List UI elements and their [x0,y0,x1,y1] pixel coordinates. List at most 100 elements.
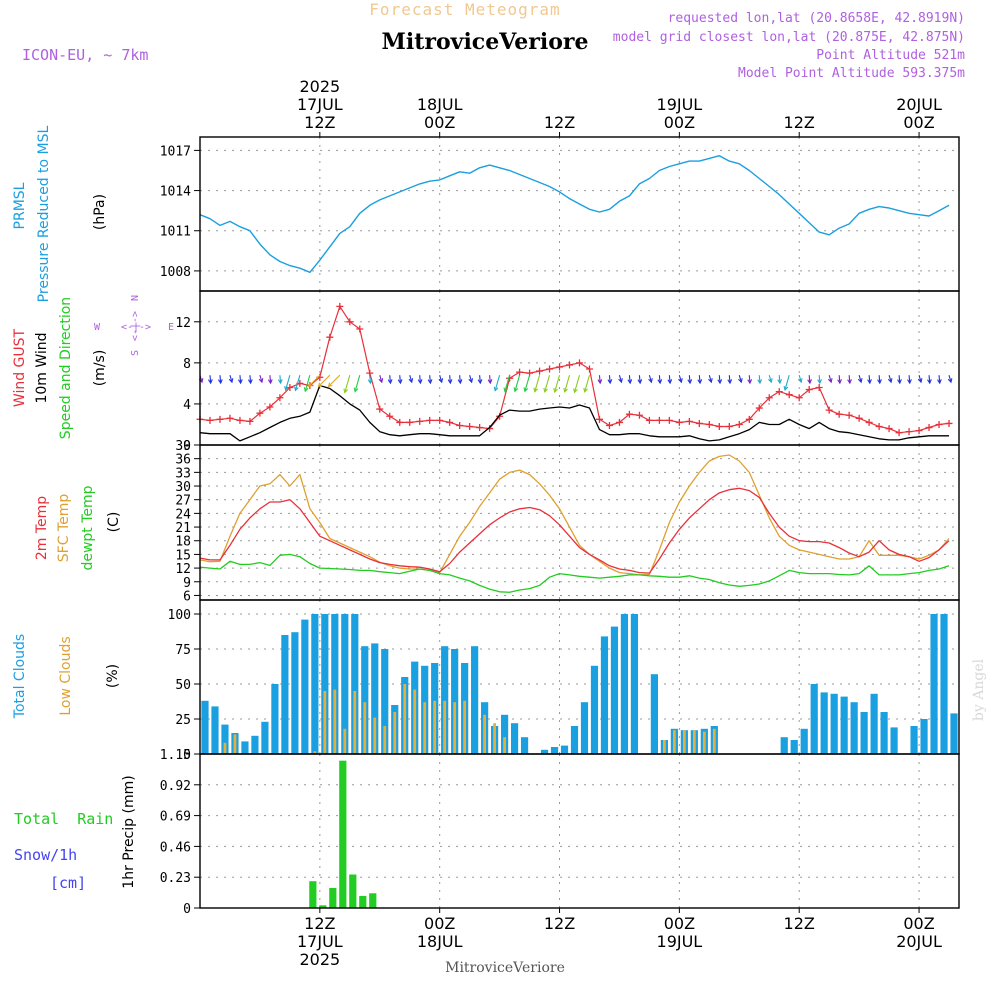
low-cloud-bar [672,730,676,754]
wind-arrowhead [867,379,872,385]
gust-marker [915,427,923,435]
gust-line [199,305,950,434]
wind-arrowhead [397,379,403,385]
time-label: 17JUL [297,95,343,114]
wind-arrow [888,375,892,383]
time-label: 20JUL [896,95,942,114]
wind-arrow [409,375,413,383]
wind-arrow [878,375,881,384]
wind-arrow [738,375,742,383]
gust-marker [905,428,913,436]
wind-arrow [439,375,443,383]
y-tick-label: 1008 [160,265,191,280]
y-tick-label: 0.46 [160,840,191,855]
total-cloud-bar [790,740,798,754]
gust-marker [486,425,494,433]
total-cloud-bar [501,714,509,754]
wind-arrow [229,375,233,383]
low-cloud-bar [433,700,437,754]
low-cloud-bar [483,714,487,754]
y-tick-label: 18 [175,535,191,550]
time-label: 12Z [544,113,575,132]
wind-arrow [698,375,701,384]
gust-marker [246,417,254,425]
wind-arrow [668,375,671,384]
faded-title: Forecast Meteogram [369,0,560,19]
t2m-line [199,487,950,574]
gust-marker [655,416,663,424]
wind-arrowhead [417,379,423,385]
low-cloud-bar [712,728,716,754]
gust-marker [665,416,673,424]
wind-arrow [598,375,601,384]
total-cloud-bar [590,665,599,754]
wind-arrow [928,375,931,384]
wind-arrowhead [533,387,539,393]
wind-arrow [369,375,372,384]
wind-arrow [479,375,481,384]
wind-arrow [209,375,212,384]
wind-arrow [658,375,661,384]
wind-arrow [648,375,652,383]
time-label: 17JUL [297,932,343,951]
wind-arrow [239,375,242,384]
gust-marker [935,420,943,428]
time-label: 19JUL [657,95,703,114]
wind-arrowhead [447,379,453,385]
wind-arrow [294,375,301,391]
low-cloud-bar [503,737,506,754]
low-cloud-bar [463,700,467,754]
total-cloud-bar [301,619,309,754]
wind-arrow [564,375,571,392]
wind-arrowhead [523,387,529,393]
low-cloud-bar [373,717,377,754]
gust-marker [925,424,933,432]
total-cloud-bar [950,713,958,754]
wind-arrowhead [327,382,333,388]
total-cloud-bar [321,614,329,754]
low-cloud-bar [233,734,237,754]
y-tick-label: 6 [183,589,191,604]
gust-marker [386,412,394,420]
gust-marker [266,403,274,411]
total-cloud-bar [471,646,479,754]
wind-arrowhead [597,379,603,385]
total-cloud-bar [381,649,389,754]
wind-arrowhead [408,378,414,384]
wind-arrow [328,374,341,387]
low-cloud-bar [393,712,397,754]
wind-arrowhead [917,378,923,384]
gust-marker [755,404,763,412]
gust-marker [675,418,683,426]
y-tick-label: 39 [175,439,191,454]
station-title: MitroviceVeriore [382,29,589,55]
time-label: 18JUL [417,95,463,114]
total-cloud-bar [890,727,898,754]
total-cloud-bar [560,745,569,754]
wind-arrow [489,375,491,384]
wind-arrow [908,375,911,384]
clouds-unit: (%) [105,664,121,688]
y-tick-label: 4 [183,398,191,413]
gust-marker [635,411,643,419]
time-label: 18JUL [417,932,463,951]
compass-e: E [168,322,174,333]
wind-arrow [808,375,811,384]
wind-arrowhead [438,378,444,384]
wind-arrowhead [847,379,852,385]
y-tick-label: 30 [175,480,191,495]
pressure-panel: 1008 1011 1014 1017 [160,137,959,291]
total-cloud-bar [540,749,549,754]
wind-arrow [728,375,731,384]
prmsl-label: PRMSL [12,182,28,229]
time-label: 00Z [903,914,934,933]
wind-arrowhead [267,379,273,385]
wind-arrow [828,375,832,383]
total-cloud-bar [351,614,359,754]
wind-arrow [494,375,501,391]
wind-arrowhead [807,379,812,385]
wind-arrowhead [228,378,234,384]
gust-marker [546,365,554,373]
time-label: 20JUL [896,932,942,951]
